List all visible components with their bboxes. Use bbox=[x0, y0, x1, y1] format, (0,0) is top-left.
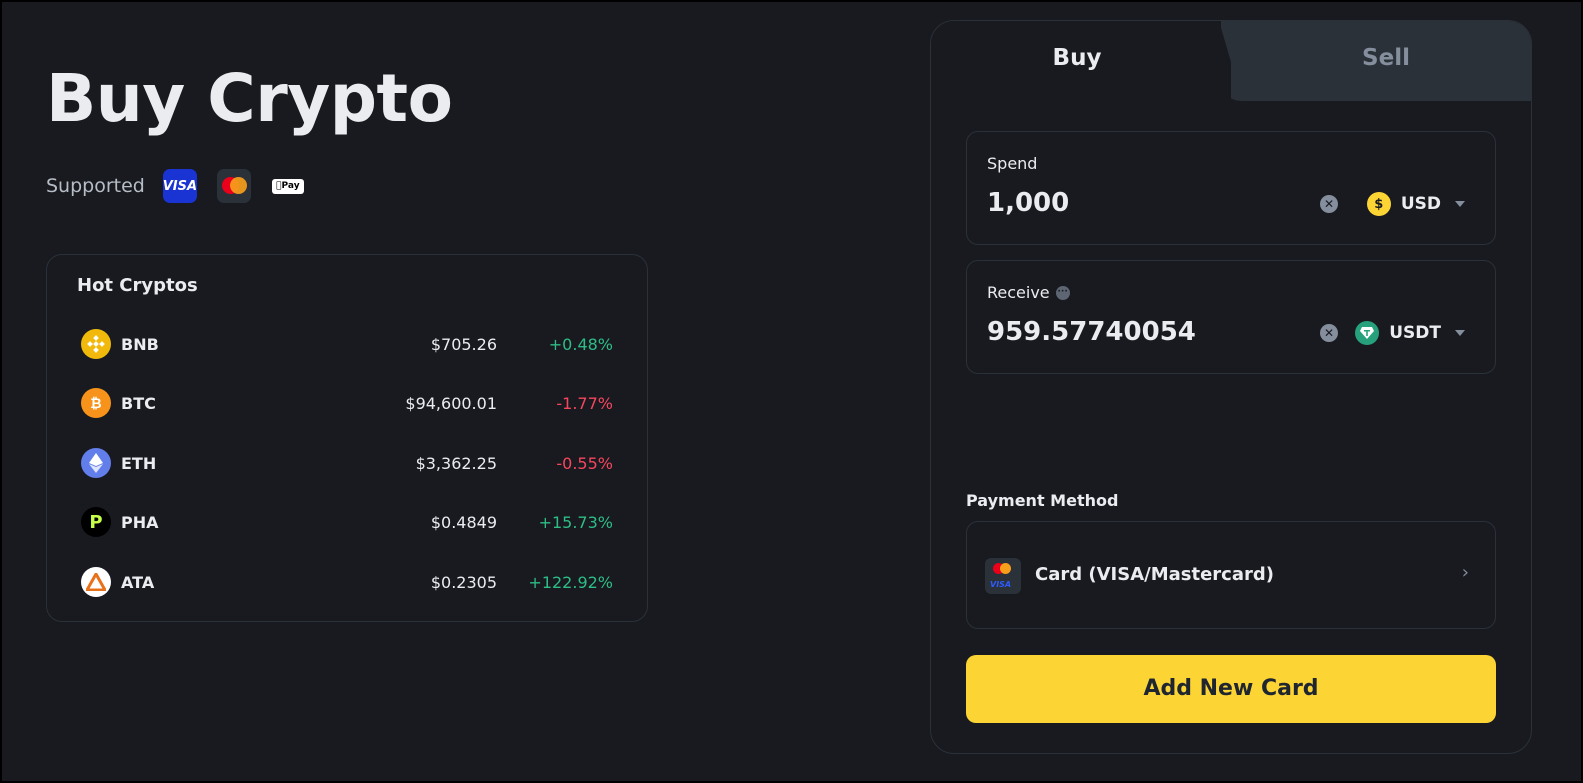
crypto-price: $705.26 bbox=[430, 334, 497, 354]
ata-icon bbox=[81, 567, 111, 597]
visa-logo: VISA bbox=[163, 169, 197, 203]
crypto-price: $94,600.01 bbox=[405, 393, 497, 413]
spend-label: Spend bbox=[987, 154, 1038, 173]
hot-cryptos-title: Hot Cryptos bbox=[77, 275, 198, 296]
payment-method-text: Card (VISA/Mastercard) bbox=[1035, 564, 1274, 585]
clear-receive-icon[interactable]: ✕ bbox=[1320, 324, 1338, 342]
crypto-symbol: BNB bbox=[121, 334, 159, 354]
crypto-row-btc[interactable]: ₿ BTC $94,600.01 -1.77% bbox=[81, 388, 613, 418]
dollar-coin-icon: $ bbox=[1366, 192, 1391, 216]
spend-currency-label: USD bbox=[1400, 194, 1441, 214]
hot-cryptos-card: Hot Cryptos BNB $705.26 +0.48% ₿ BTC $94… bbox=[46, 254, 648, 622]
crypto-change: -1.77% bbox=[556, 393, 613, 413]
chevron-down-icon bbox=[1455, 201, 1465, 207]
bnb-icon bbox=[81, 329, 111, 359]
clear-spend-icon[interactable]: ✕ bbox=[1320, 195, 1338, 213]
crypto-price: $3,362.25 bbox=[415, 453, 497, 473]
crypto-change: -0.55% bbox=[556, 453, 613, 473]
crypto-symbol: ETH bbox=[121, 453, 157, 473]
tab-buy[interactable]: Buy bbox=[1052, 45, 1102, 71]
chevron-right-icon: › bbox=[1461, 562, 1469, 583]
receive-label: Receive ··· bbox=[987, 283, 1070, 302]
info-icon[interactable]: ··· bbox=[1055, 285, 1070, 300]
receive-currency-label: USDT bbox=[1389, 323, 1441, 343]
mastercard-logo bbox=[216, 169, 251, 203]
apple-pay-logo: Pay bbox=[271, 169, 305, 203]
crypto-row-eth[interactable]: ETH $3,362.25 -0.55% bbox=[81, 448, 613, 478]
tether-icon bbox=[1355, 321, 1380, 345]
payment-method-option[interactable]: VISA Card (VISA/Mastercard) › bbox=[966, 521, 1496, 629]
chevron-down-icon bbox=[1455, 330, 1465, 336]
pha-icon: P bbox=[81, 507, 111, 537]
spend-currency-select[interactable]: $ USD bbox=[1366, 192, 1465, 216]
receive-currency-select[interactable]: USDT bbox=[1355, 321, 1465, 345]
spend-amount-input[interactable]: 1,000 bbox=[987, 188, 1070, 218]
spend-field[interactable]: Spend 1,000 ✕ $ USD bbox=[966, 131, 1496, 245]
crypto-row-ata[interactable]: ATA $0.2305 +122.92% bbox=[81, 567, 613, 597]
crypto-change: +122.92% bbox=[528, 572, 613, 592]
trade-panel: Buy Sell Spend 1,000 ✕ $ USD Receive ··· … bbox=[930, 20, 1532, 754]
tab-sell[interactable]: Sell bbox=[1362, 45, 1410, 71]
crypto-symbol: PHA bbox=[121, 512, 159, 532]
crypto-change: +0.48% bbox=[548, 334, 613, 354]
add-new-card-button[interactable]: Add New Card bbox=[966, 655, 1496, 723]
crypto-price: $0.4849 bbox=[430, 512, 497, 532]
crypto-symbol: ATA bbox=[121, 572, 155, 592]
btc-icon: ₿ bbox=[81, 388, 111, 418]
page-title: Buy Crypto bbox=[46, 60, 453, 137]
crypto-price: $0.2305 bbox=[430, 572, 497, 592]
card-icon: VISA bbox=[985, 558, 1021, 594]
crypto-change: +15.73% bbox=[538, 512, 613, 532]
crypto-row-bnb[interactable]: BNB $705.26 +0.48% bbox=[81, 329, 613, 359]
receive-amount-input[interactable]: 959.57740054 bbox=[987, 317, 1196, 347]
tab-bar: Buy Sell bbox=[931, 21, 1531, 103]
payment-method-label: Payment Method bbox=[966, 491, 1119, 510]
supported-methods: Supported VISA Pay bbox=[46, 168, 325, 204]
tab-sell-background bbox=[1221, 21, 1531, 101]
supported-label: Supported bbox=[46, 175, 145, 197]
crypto-symbol: BTC bbox=[121, 393, 156, 413]
tab-buy-background bbox=[931, 21, 1231, 103]
receive-field[interactable]: Receive ··· 959.57740054 ✕ USDT bbox=[966, 260, 1496, 374]
crypto-row-pha[interactable]: P PHA $0.4849 +15.73% bbox=[81, 507, 613, 537]
eth-icon bbox=[81, 448, 111, 478]
